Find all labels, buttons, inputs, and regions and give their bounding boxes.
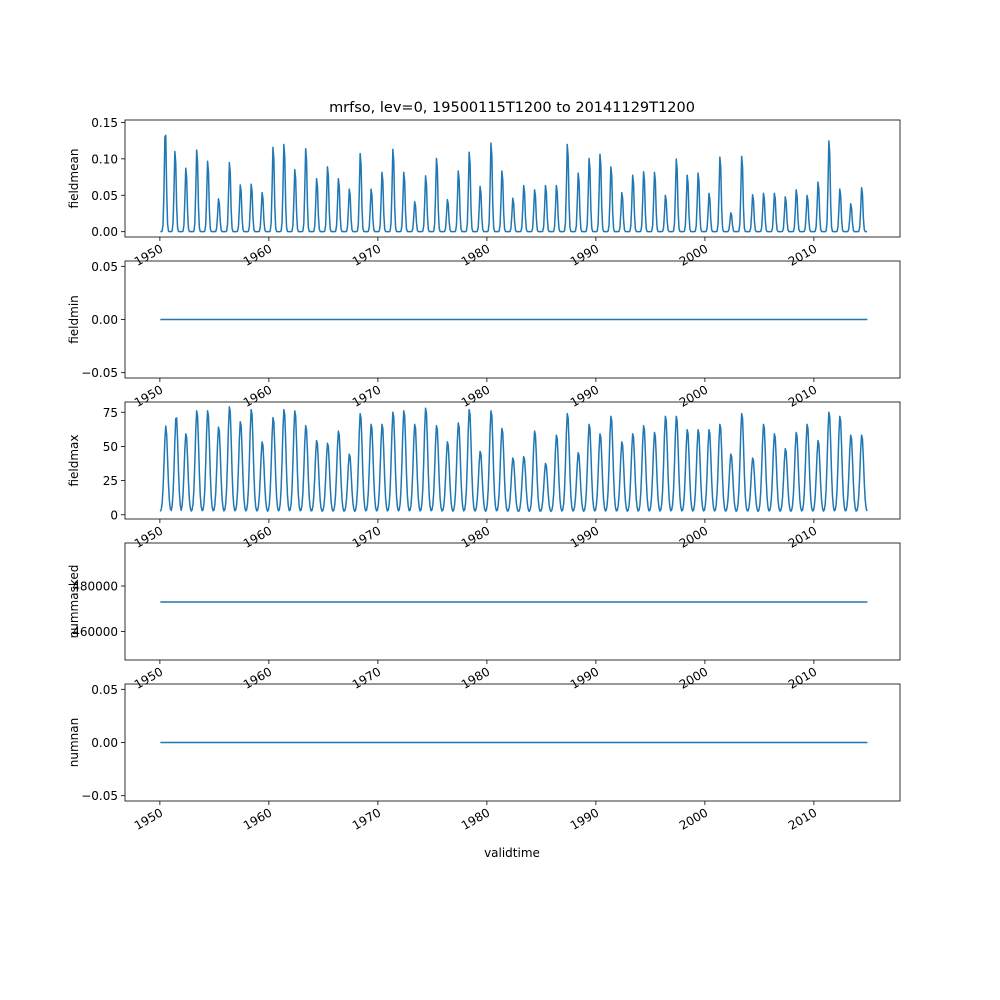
y-tick-label: 0.05 — [91, 260, 118, 274]
y-tick-label: 480000 — [72, 580, 118, 594]
series-line — [160, 134, 868, 233]
y-tick-label: 0.00 — [91, 225, 118, 239]
y-tick-label: 0.05 — [91, 189, 118, 203]
y-tick-label: −0.05 — [81, 789, 118, 803]
y-tick-label: −0.05 — [81, 366, 118, 380]
y-tick-label: 460000 — [72, 625, 118, 639]
axes-frame — [124, 542, 901, 661]
y-axis-label: numnan — [67, 718, 81, 767]
y-tick-label: 0.00 — [91, 313, 118, 327]
y-tick-label: 0.00 — [91, 736, 118, 750]
y-axis-label: fieldmean — [67, 149, 81, 209]
figure-title: mrfso, lev=0, 19500115T1200 to 20141129T… — [329, 100, 695, 116]
axes-frame — [124, 683, 901, 802]
y-tick-label: 25 — [103, 474, 118, 488]
axes-frame — [124, 401, 901, 520]
x-axis-label: validtime — [484, 846, 540, 860]
y-axis-label: fieldmax — [67, 434, 81, 486]
series-line — [159, 406, 868, 513]
y-tick-label: 0.15 — [91, 116, 118, 130]
y-axis-label: fieldmin — [67, 295, 81, 344]
axes-frame — [124, 260, 901, 379]
y-axis-label: nummasked — [67, 565, 81, 639]
y-tick-label: 0.05 — [91, 683, 118, 697]
y-tick-label: 0 — [110, 508, 118, 522]
y-tick-label: 0.10 — [91, 152, 118, 166]
y-tick-label: 75 — [103, 406, 118, 420]
y-tick-label: 50 — [103, 440, 118, 454]
axes-frame — [124, 119, 901, 238]
